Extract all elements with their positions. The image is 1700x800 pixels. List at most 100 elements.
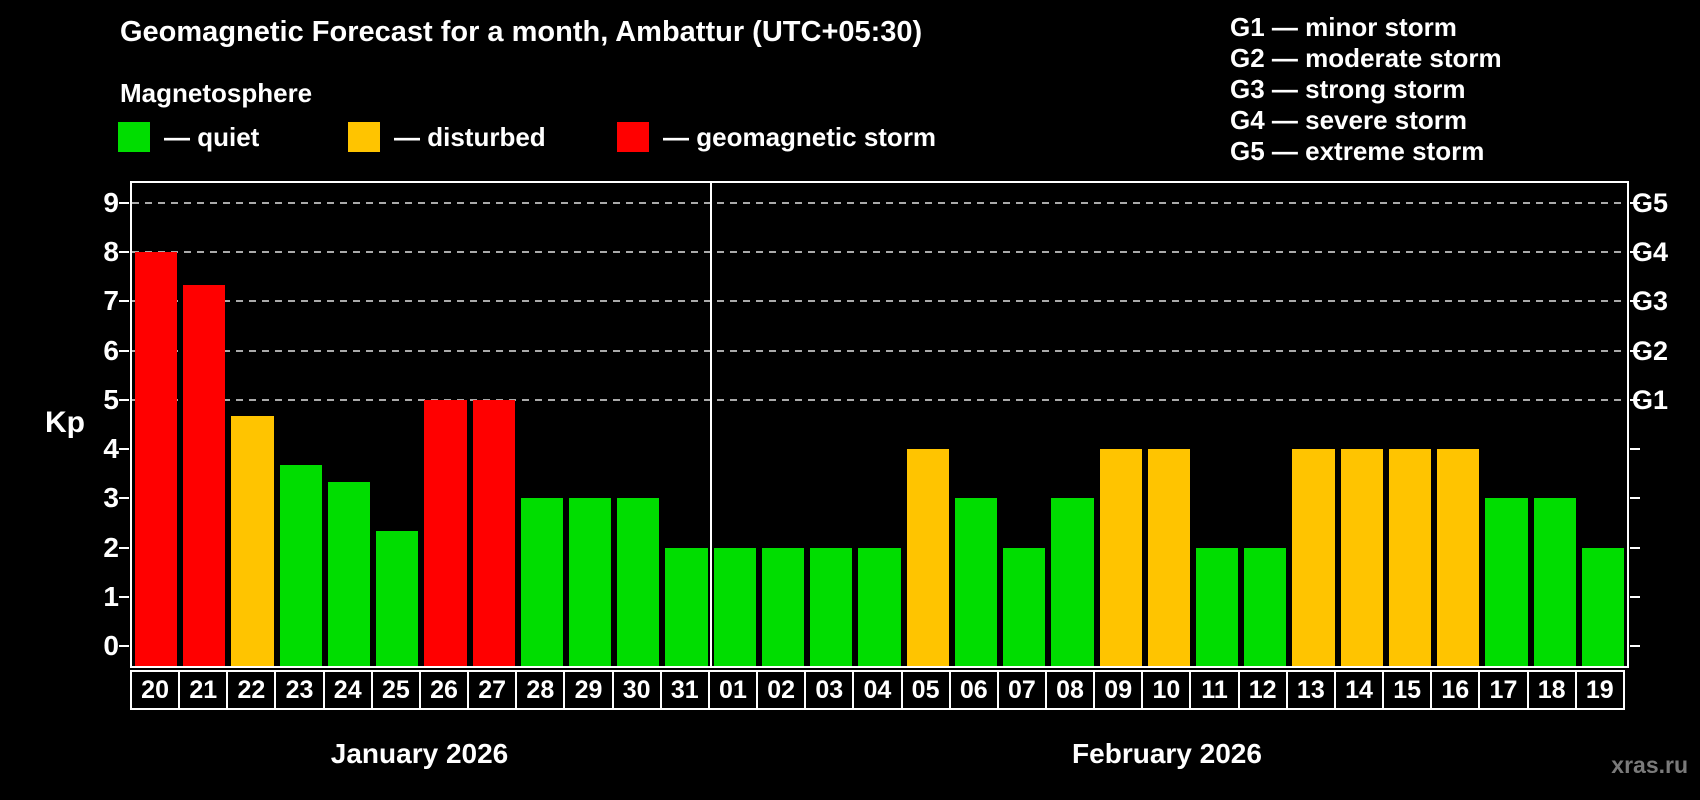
- gridline-kp-8: [132, 251, 1627, 253]
- month-divider-line: [709, 183, 712, 666]
- kp-bar-february-08: [1051, 498, 1094, 666]
- kp-bar-february-10: [1147, 449, 1190, 666]
- right-axis-label-g3: G3: [1632, 286, 1669, 317]
- kp-bar-january-24: [327, 482, 371, 666]
- g3-legend-line: G3 — strong storm: [1230, 74, 1466, 104]
- day-label-18: 18: [1526, 670, 1577, 710]
- day-label-27: 27: [467, 670, 518, 710]
- x-axis-day-labels: 20 21 22 23 24 25 26 27 28 29 30 31 01 02 03 04 05 06 07 08…: [130, 670, 1625, 710]
- day-label-09: 09: [1093, 670, 1144, 710]
- y-tick-label-0: 0: [103, 630, 119, 662]
- disturbed-color-swatch: [348, 122, 380, 152]
- kp-bar-february-02: [761, 547, 805, 666]
- kp-bar-january-25: [376, 531, 419, 666]
- kp-bar-january-23: [279, 465, 322, 666]
- day-label-10: 10: [1141, 670, 1192, 710]
- chart-title: Geomagnetic Forecast for a month, Ambatt…: [120, 16, 923, 48]
- legend-label-quiet: — quiet: [164, 121, 260, 152]
- day-label-12: 12: [1237, 670, 1288, 710]
- legend-item-quiet: — quiet: [118, 120, 259, 154]
- y-tick-label-3: 3: [103, 482, 119, 514]
- day-label-21: 21: [178, 670, 229, 710]
- legend-label-disturbed: — disturbed: [394, 121, 546, 152]
- day-label-11: 11: [1189, 670, 1240, 710]
- day-label-03: 03: [804, 670, 855, 710]
- legend-label-storm: — geomagnetic storm: [663, 121, 937, 152]
- g1-legend-line: G1 — minor storm: [1230, 12, 1457, 42]
- day-label-08: 08: [1044, 670, 1096, 710]
- kp-bar-february-17: [1485, 498, 1528, 666]
- y-tick-label-9: 9: [103, 186, 119, 218]
- kp-bar-february-18: [1533, 498, 1576, 666]
- y-tick-label-7: 7: [103, 285, 119, 317]
- right-axis-label-g1: G1: [1632, 384, 1669, 415]
- day-label-25: 25: [370, 670, 421, 710]
- right-tick-kp-7: [1630, 300, 1640, 303]
- kp-bar-january-29: [569, 498, 612, 666]
- kp-bar-january-27: [472, 399, 515, 666]
- kp-bar-february-12: [1244, 547, 1287, 666]
- kp-bar-january-20: [135, 252, 178, 666]
- day-label-04: 04: [852, 670, 903, 710]
- kp-bar-february-04: [858, 547, 901, 666]
- kp-bar-january-30: [617, 498, 660, 666]
- day-label-22: 22: [226, 670, 277, 710]
- magnetosphere-label: Magnetosphere: [120, 78, 313, 108]
- left-tick-kp-5: [119, 398, 129, 401]
- kp-bar-february-09: [1099, 449, 1142, 666]
- y-tick-label-5: 5: [103, 383, 119, 415]
- kp-bar-january-21: [183, 285, 226, 666]
- kp-bar-february-11: [1195, 547, 1239, 666]
- gridline-kp-7: [132, 300, 1627, 303]
- kp-bar-february-14: [1340, 449, 1383, 666]
- kp-bar-february-16: [1437, 449, 1480, 666]
- right-tick-kp-0: [1630, 645, 1640, 648]
- right-tick-kp-9: [1630, 201, 1640, 204]
- right-tick-kp-5: [1630, 398, 1640, 401]
- y-tick-label-6: 6: [103, 334, 119, 366]
- kp-bar-january-31: [665, 547, 708, 666]
- left-tick-kp-7: [119, 300, 129, 303]
- left-tick-kp-8: [119, 251, 129, 253]
- day-label-26: 26: [418, 670, 470, 710]
- storm-color-swatch: [617, 122, 649, 152]
- day-label-15: 15: [1382, 670, 1433, 710]
- left-tick-kp-1: [119, 596, 129, 598]
- day-label-02: 02: [756, 670, 807, 710]
- kp-bar-february-07: [1003, 547, 1046, 666]
- kp-bar-february-03: [810, 547, 853, 666]
- day-label-07: 07: [996, 670, 1047, 710]
- gridline-kp-6: [132, 349, 1627, 352]
- y-tick-label-4: 4: [103, 433, 119, 465]
- day-label-13: 13: [1285, 670, 1336, 710]
- day-label-01: 01: [707, 670, 759, 710]
- quiet-color-swatch: [118, 122, 150, 152]
- left-tick-kp-9: [119, 201, 129, 204]
- day-label-05: 05: [900, 670, 951, 710]
- day-label-14: 14: [1333, 670, 1385, 710]
- gridline-kp-9: [132, 201, 1627, 204]
- left-tick-kp-2: [119, 546, 129, 549]
- y-axis-title: Kp: [45, 406, 85, 439]
- right-tick-kp-2: [1630, 546, 1640, 549]
- g5-legend-line: G5 — extreme storm: [1230, 136, 1485, 166]
- month-label-january: January 2026: [330, 738, 509, 769]
- watermark: xras.ru: [1611, 752, 1688, 778]
- y-tick-label-8: 8: [103, 236, 119, 267]
- legend-item-disturbed: — disturbed: [348, 120, 546, 154]
- g-scale-legend: G1 — minor storm G2 — moderate storm G3 …: [1230, 12, 1502, 167]
- left-tick-kp-6: [119, 349, 129, 352]
- day-label-19: 19: [1574, 670, 1625, 710]
- kp-bar-january-26: [424, 399, 467, 666]
- kp-bar-february-06: [954, 498, 998, 666]
- left-tick-kp-3: [119, 497, 129, 500]
- day-label-20: 20: [130, 670, 181, 710]
- legend-item-storm: — geomagnetic storm: [617, 120, 936, 154]
- right-tick-kp-4: [1630, 448, 1640, 451]
- day-label-17: 17: [1478, 670, 1529, 710]
- day-label-30: 30: [611, 670, 662, 710]
- left-tick-kp-0: [119, 645, 129, 648]
- kp-bar-february-13: [1292, 449, 1335, 666]
- kp-bar-february-01: [713, 547, 756, 666]
